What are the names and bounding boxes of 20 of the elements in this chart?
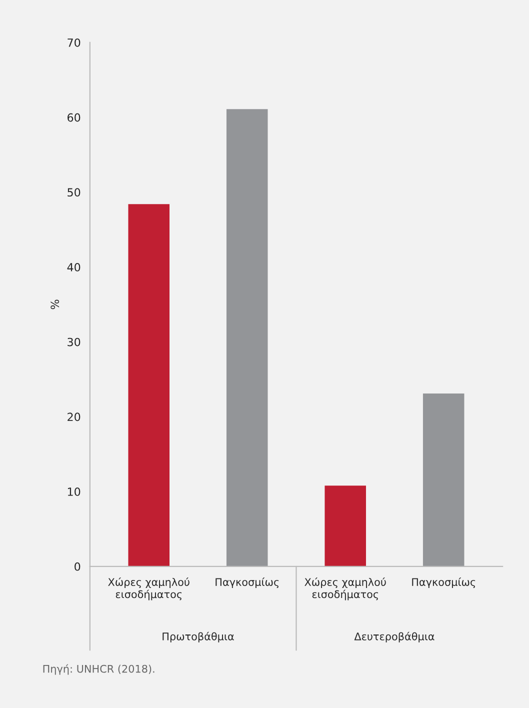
x-tick-label: Χώρες χαμηλού εισοδήματος	[304, 578, 386, 600]
y-tick-label: 70	[68, 38, 80, 47]
y-tick-label: 10	[68, 488, 80, 496]
text: Πρωτοβάθμια	[162, 632, 234, 642]
y-tick-label: 0	[74, 562, 80, 571]
y-tick-label: 50	[68, 188, 80, 197]
y-tick-label: 20	[68, 412, 80, 422]
bar	[324, 486, 366, 566]
y-axis-title: %	[50, 300, 60, 310]
y-tick-label: 40	[67, 262, 80, 272]
bar	[128, 204, 170, 566]
text: Πηγή: UNHCR (2018).	[43, 664, 154, 675]
y-tick-label: 60	[68, 113, 80, 122]
x-tick-label: Παγκοσμίως	[216, 578, 279, 588]
text: Δευτεροβάθμια	[354, 632, 434, 642]
bar	[422, 394, 464, 566]
bar	[226, 109, 268, 566]
x-tick-label: Παγκοσμίως	[412, 578, 476, 588]
x-tick-label: Χώρες χαμηλού εισοδήματος	[108, 578, 190, 600]
y-tick-label: 30	[68, 338, 80, 346]
